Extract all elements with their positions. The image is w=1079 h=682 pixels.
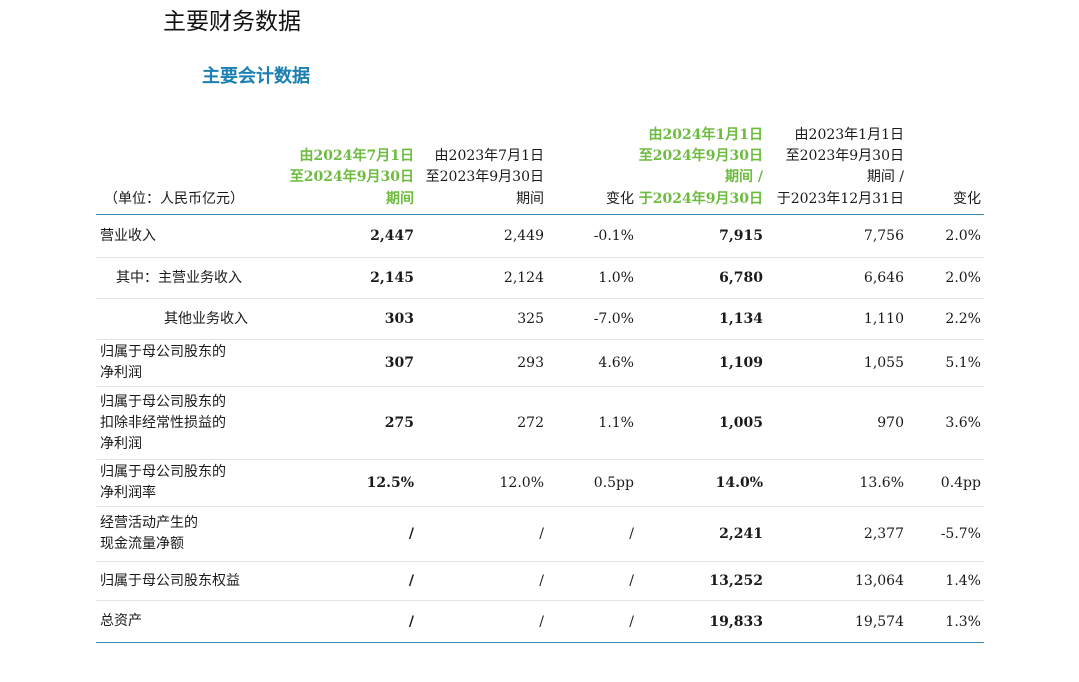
section-title: 主要会计数据 [202, 66, 310, 87]
cell-q-change: 1.1% [598, 415, 634, 431]
cell-ytd-change: 0.4pp [940, 475, 981, 491]
cell-ytd-change: 5.1% [945, 355, 981, 371]
header-ytd-2024: 由2024年1月1日 至2024年9月30日 期间 / 于2024年9月30日 [638, 126, 763, 207]
cell-ytd-2023: 7,756 [863, 228, 904, 244]
cell-ytd-2024: 13,252 [709, 573, 763, 589]
page-title: 主要财务数据 [163, 9, 301, 35]
cell-ytd-2023: 13,064 [855, 573, 904, 589]
cell-ytd-change: -5.7% [940, 526, 981, 542]
row-label: 归属于母公司股东的 净利润 [100, 344, 226, 381]
cell-ytd-2023: 1,055 [863, 355, 904, 371]
financial-data-table: （单位：人民币亿元） 由2024年7月1日 至2024年9月30日 期间 由2023… [96, 120, 984, 643]
cell-q3-2023: / [539, 526, 544, 542]
table-row: 经营活动产生的 现金流量净额 / / / 2,241 2,377 -5.7% [96, 507, 984, 562]
cell-q3-2024: / [408, 526, 414, 542]
cell-ytd-change: 2.0% [945, 228, 981, 244]
row-label: 归属于母公司股东的 扣除非经常性损益的 净利润 [100, 393, 226, 452]
table-row: 归属于母公司股东的 净利润率 12.5% 12.0% 0.5pp 14.0% 13.6% 0… [96, 460, 984, 507]
cell-ytd-change: 2.2% [945, 311, 981, 327]
header-q3-2023: 由2023年7月1日 至2023年9月30日 期间 [425, 148, 544, 207]
cell-ytd-change: 1.4% [945, 573, 981, 589]
unit-label: （单位：人民币亿元） [104, 190, 244, 207]
cell-ytd-2024: 2,241 [719, 526, 763, 542]
cell-ytd-2023: 2,377 [863, 526, 904, 542]
table-row: 总资产 / / / 19,833 19,574 1.3% [96, 601, 984, 643]
table-body: 营业收入 2,447 2,449 -0.1% 7,915 7,756 2.0% 其中：主营业务… [96, 215, 984, 643]
cell-q-change: 0.5pp [593, 475, 634, 491]
cell-q3-2023: 2,124 [503, 270, 544, 286]
cell-ytd-2024: 1,005 [719, 415, 763, 431]
cell-q-change: -0.1% [593, 228, 634, 244]
cell-q-change: 1.0% [598, 270, 634, 286]
cell-q3-2024: 275 [384, 415, 414, 431]
cell-q3-2024: 2,447 [370, 228, 414, 244]
cell-ytd-2024: 6,780 [719, 270, 763, 286]
table-row: 营业收入 2,447 2,449 -0.1% 7,915 7,756 2.0% [96, 215, 984, 258]
header-q3-2024: 由2024年7月1日 至2024年9月30日 期间 [289, 148, 414, 207]
cell-q3-2024: 12.5% [366, 475, 414, 491]
cell-q3-2024: 2,145 [370, 270, 414, 286]
cell-q3-2023: 325 [517, 311, 544, 327]
cell-q-change: / [629, 613, 634, 630]
header-q-change: 变化 [606, 190, 634, 207]
row-label: 总资产 [100, 613, 142, 629]
cell-q3-2024: 307 [384, 355, 414, 371]
cell-q-change: -7.0% [593, 311, 634, 327]
cell-q3-2023: 2,449 [503, 228, 544, 244]
table-row: 归属于母公司股东权益 / / / 13,252 13,064 1.4% [96, 562, 984, 601]
cell-ytd-2024: 19,833 [709, 613, 763, 630]
cell-q3-2023: 293 [517, 355, 544, 371]
table-row: 其他业务收入 303 325 -7.0% 1,134 1,110 2.2% [96, 299, 984, 340]
cell-q3-2023: / [539, 573, 544, 589]
cell-ytd-2023: 970 [877, 415, 904, 431]
cell-q3-2023: / [539, 613, 544, 630]
cell-ytd-2023: 13.6% [859, 475, 904, 491]
cell-ytd-2024: 1,109 [719, 355, 763, 371]
cell-ytd-change: 1.3% [945, 613, 981, 630]
row-label: 归属于母公司股东权益 [100, 572, 240, 589]
header-ytd-change: 变化 [953, 190, 981, 207]
cell-q3-2023: 12.0% [499, 475, 544, 491]
table-row: 归属于母公司股东的 扣除非经常性损益的 净利润 275 272 1.1% 1,005 97… [96, 387, 984, 460]
header-ytd-2023: 由2023年1月1日 至2023年9月30日 期间 / 于2023年12月31日 [776, 126, 904, 207]
table-row: 其中：主营业务收入 2,145 2,124 1.0% 6,780 6,646 2.0% [96, 258, 984, 299]
cell-q-change: 4.6% [598, 355, 634, 371]
cell-q3-2023: 272 [517, 415, 544, 431]
cell-q3-2024: 303 [384, 311, 414, 327]
row-label: 其中：主营业务收入 [116, 269, 242, 286]
cell-ytd-change: 3.6% [945, 415, 981, 431]
cell-q3-2024: / [408, 613, 414, 630]
table-row: 归属于母公司股东的 净利润 307 293 4.6% 1,109 1,055 5.1% [96, 340, 984, 387]
row-label: 其他业务收入 [164, 310, 248, 327]
table-header: （单位：人民币亿元） 由2024年7月1日 至2024年9月30日 期间 由2023… [96, 120, 984, 215]
cell-ytd-change: 2.0% [945, 270, 981, 286]
row-label: 经营活动产生的 现金流量净额 [100, 515, 198, 552]
cell-q-change: / [629, 526, 634, 542]
cell-ytd-2023: 6,646 [863, 270, 904, 286]
cell-q3-2024: / [408, 573, 414, 589]
cell-ytd-2023: 19,574 [855, 613, 904, 630]
cell-q-change: / [629, 573, 634, 589]
cell-ytd-2024: 7,915 [719, 228, 763, 244]
cell-ytd-2023: 1,110 [863, 311, 904, 327]
row-label: 归属于母公司股东的 净利润率 [100, 464, 226, 501]
cell-ytd-2024: 14.0% [715, 475, 763, 491]
row-label: 营业收入 [100, 227, 156, 244]
cell-ytd-2024: 1,134 [719, 311, 763, 327]
